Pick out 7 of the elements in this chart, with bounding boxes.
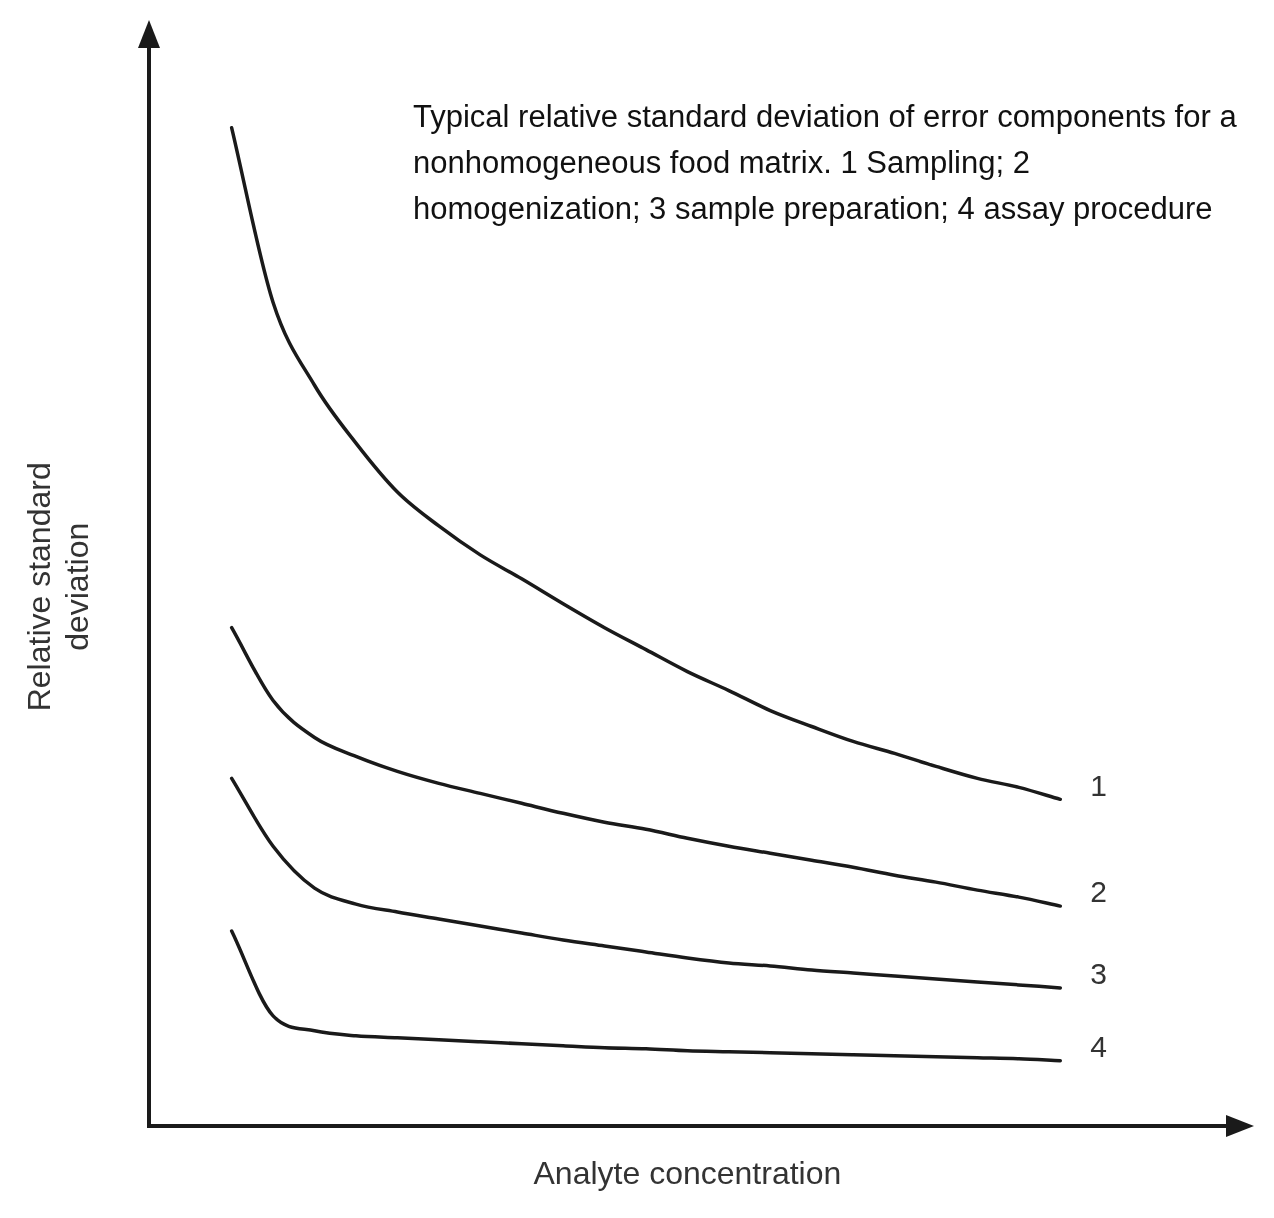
- series-label: 3: [1090, 957, 1107, 991]
- series-label: 2: [1090, 875, 1107, 909]
- y-axis-title: Relative standard deviation: [21, 462, 96, 712]
- x-axis-title: Analyte concentration: [533, 1154, 842, 1191]
- series-label: 1: [1090, 768, 1107, 802]
- annotation: Typical relative standard deviation of error components for a nonhomogeneous food matrix. 1 Sampling; 2 homogenization; 3 sample preparation; 4 assay procedure: [413, 98, 1238, 228]
- series-label: 4: [1090, 1030, 1107, 1064]
